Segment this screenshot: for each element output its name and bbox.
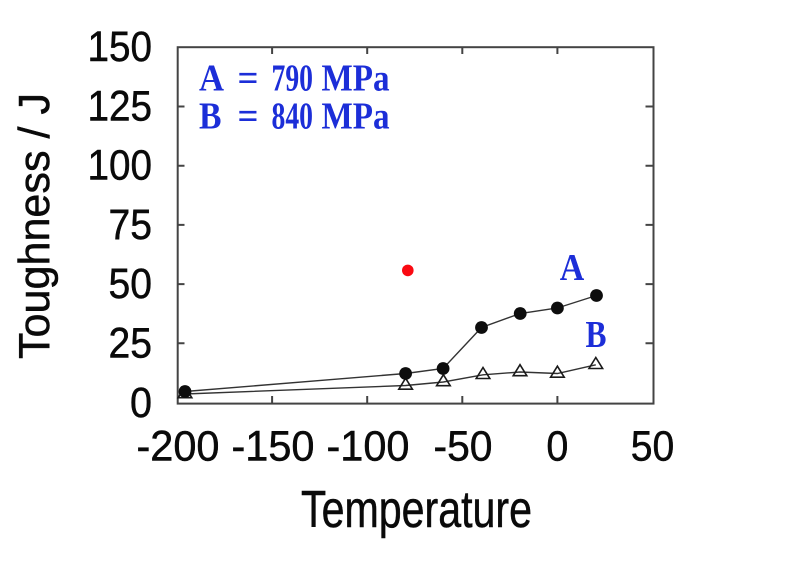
svg-text:A: A [199, 57, 224, 99]
svg-text:-200: -200 [137, 423, 220, 471]
svg-text:50: 50 [109, 260, 153, 308]
svg-text:25: 25 [109, 319, 153, 367]
svg-text:B: B [199, 96, 222, 138]
svg-text:MPa: MPa [322, 96, 390, 138]
svg-text:=: = [238, 57, 259, 99]
svg-text:Toughness / J: Toughness / J [10, 93, 59, 359]
svg-text:-100: -100 [327, 423, 410, 471]
svg-text:A: A [560, 247, 585, 289]
svg-text:50: 50 [631, 423, 675, 471]
svg-text:790: 790 [272, 57, 314, 99]
svg-text:Temperature: Temperature [301, 481, 532, 539]
svg-text:-150: -150 [232, 423, 315, 471]
svg-text:150: 150 [88, 23, 153, 71]
svg-text:125: 125 [88, 82, 153, 130]
svg-text:0: 0 [130, 379, 152, 427]
svg-text:840: 840 [272, 96, 314, 138]
svg-text:100: 100 [88, 142, 153, 190]
svg-text:-50: -50 [434, 423, 493, 471]
svg-text:0: 0 [546, 423, 568, 471]
svg-text:=: = [238, 96, 259, 138]
svg-text:B: B [586, 314, 607, 356]
svg-text:MPa: MPa [322, 57, 390, 99]
svg-text:75: 75 [109, 201, 153, 249]
